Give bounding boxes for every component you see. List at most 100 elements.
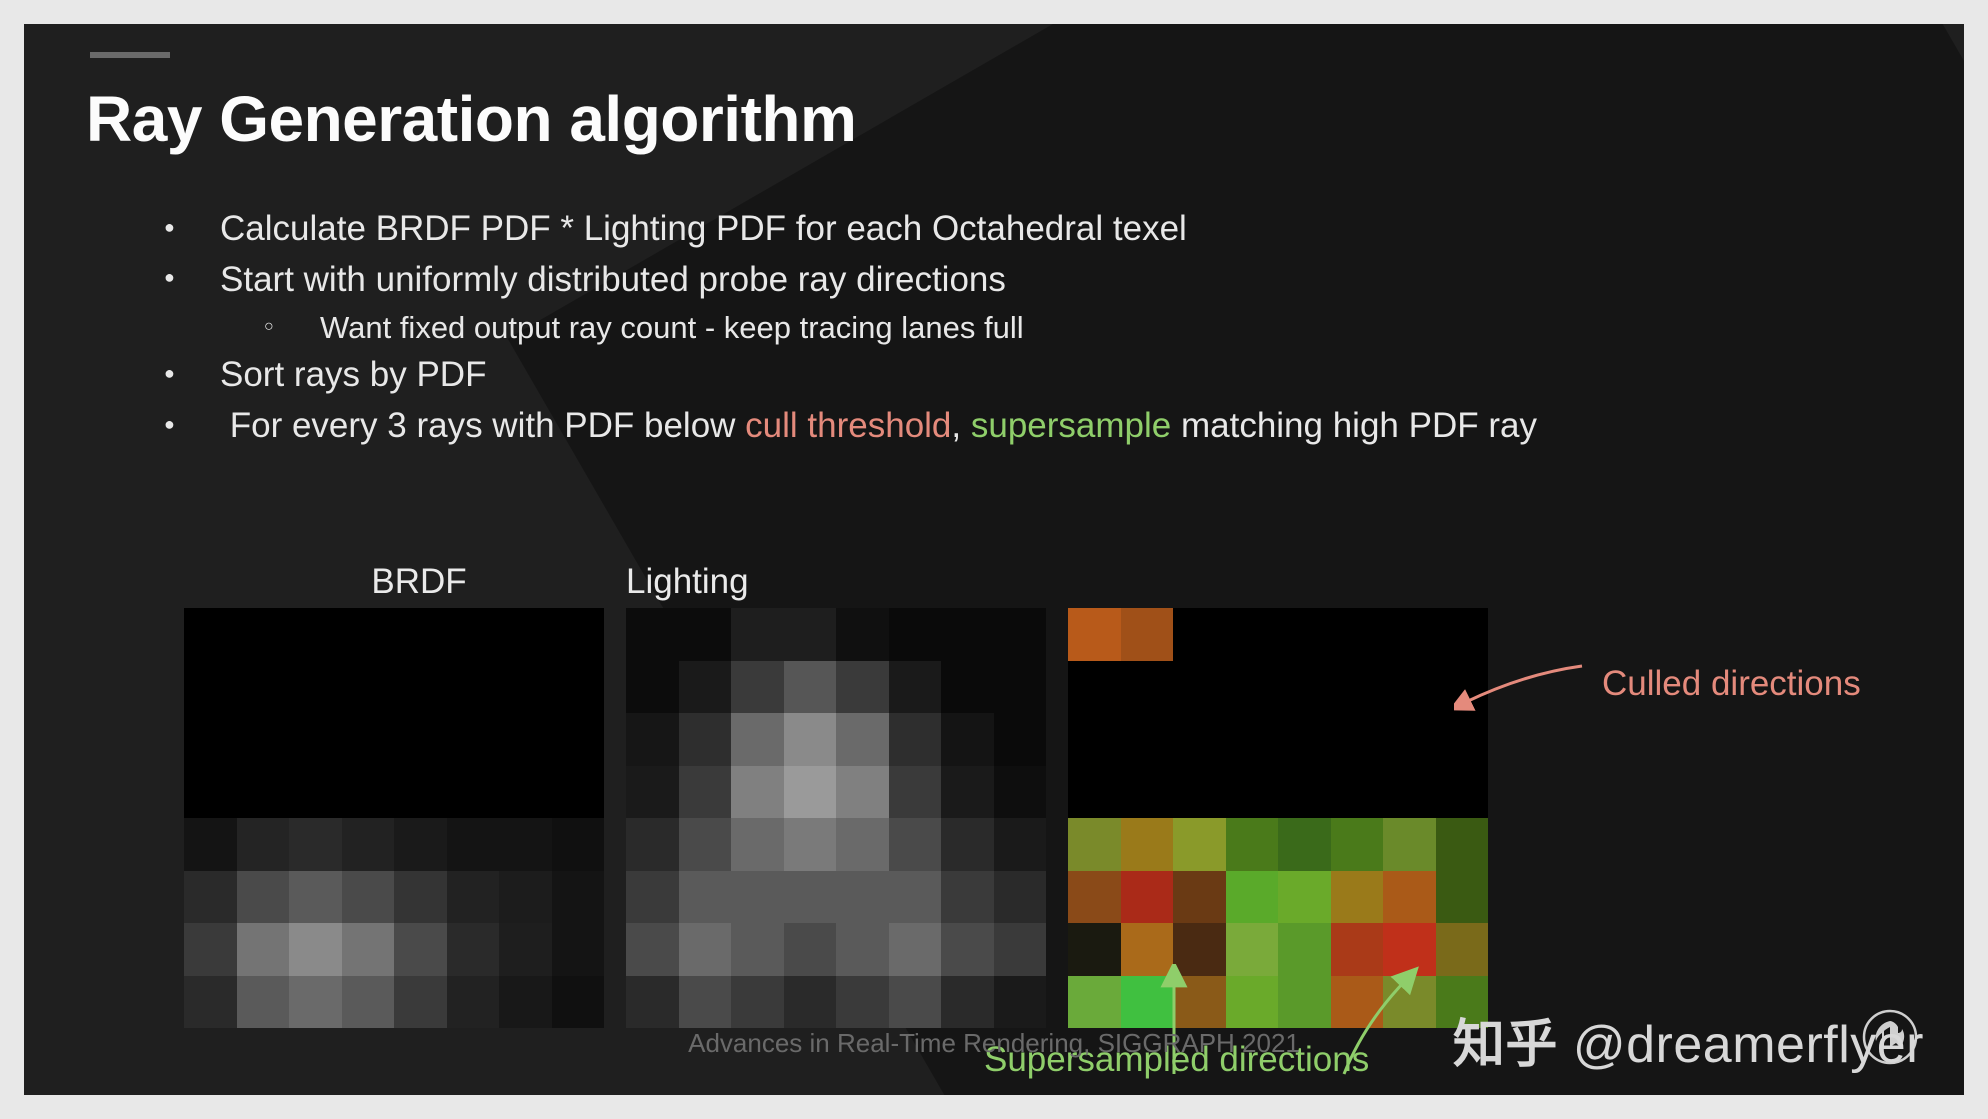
- pixel-cell: [237, 923, 290, 976]
- bullet-item: Calculate BRDF PDF * Lighting PDF for ea…: [164, 204, 1537, 255]
- pixel-cell: [237, 661, 290, 714]
- pixel-cell: [237, 976, 290, 1029]
- supersample-text: supersample: [971, 406, 1171, 445]
- result-panel: [1068, 554, 1488, 1028]
- pixel-cell: [1436, 818, 1489, 871]
- pixel-cell: [447, 713, 500, 766]
- bullet-text: For every 3 rays with PDF below: [230, 406, 745, 445]
- pixel-cell: [394, 818, 447, 871]
- pixel-cell: [1383, 818, 1436, 871]
- pixel-cell: [941, 661, 994, 714]
- slide-title: Ray Generation algorithm: [86, 82, 856, 156]
- pixel-cell: [237, 818, 290, 871]
- pixel-cell: [1331, 976, 1384, 1029]
- bullet-item: Sort rays by PDF: [164, 350, 1537, 401]
- pixel-cell: [994, 661, 1047, 714]
- pixel-cell: [784, 713, 837, 766]
- watermark-zhihu: 知乎: [1453, 1016, 1558, 1074]
- pixel-cell: [731, 976, 784, 1029]
- pixel-cell: [552, 608, 605, 661]
- culled-label: Culled directions: [1602, 664, 1861, 704]
- pixel-cell: [1173, 661, 1226, 714]
- pixel-cell: [626, 818, 679, 871]
- pixel-cell: [994, 713, 1047, 766]
- pixel-cell: [1121, 713, 1174, 766]
- pixel-cell: [1121, 661, 1174, 714]
- pixel-cell: [836, 976, 889, 1029]
- pixel-cell: [731, 713, 784, 766]
- bullet-list: Calculate BRDF PDF * Lighting PDF for ea…: [164, 204, 1537, 452]
- pixel-cell: [679, 766, 732, 819]
- pixel-cell: [889, 871, 942, 924]
- bullet-text: Start with uniformly distributed probe r…: [220, 260, 1006, 299]
- pixel-cell: [289, 661, 342, 714]
- pixel-cell: [784, 976, 837, 1029]
- pixel-cell: [499, 923, 552, 976]
- pixel-cell: [184, 713, 237, 766]
- pixel-cell: [237, 608, 290, 661]
- pixel-cell: [184, 871, 237, 924]
- pixel-cell: [499, 661, 552, 714]
- result-grid: [1068, 608, 1488, 1028]
- pixel-cell: [499, 766, 552, 819]
- pixel-cell: [941, 713, 994, 766]
- pixel-cell: [342, 923, 395, 976]
- pixel-cell: [784, 608, 837, 661]
- pixel-cell: [626, 871, 679, 924]
- pixel-cell: [552, 818, 605, 871]
- pixel-cell: [836, 608, 889, 661]
- bullet-item: For every 3 rays with PDF below cull thr…: [164, 401, 1537, 452]
- brdf-panel: BRDF: [184, 554, 604, 1028]
- lighting-grid: [626, 608, 1046, 1028]
- pixel-cell: [552, 871, 605, 924]
- pixel-cell: [1436, 608, 1489, 661]
- brdf-label: BRDF: [371, 554, 466, 602]
- pixel-cell: [1121, 608, 1174, 661]
- pixel-cell: [1331, 661, 1384, 714]
- bullet-text: ,: [951, 406, 970, 445]
- pixel-cell: [499, 871, 552, 924]
- pixel-cell: [447, 976, 500, 1029]
- pixel-cell: [1226, 766, 1279, 819]
- pixel-cell: [394, 608, 447, 661]
- pixel-cell: [394, 713, 447, 766]
- pixel-cell: [836, 713, 889, 766]
- culled-annotation: Culled directions: [1454, 654, 1861, 714]
- pixel-cell: [1383, 766, 1436, 819]
- pixel-cell: [731, 766, 784, 819]
- pixel-cell: [394, 766, 447, 819]
- pixel-cell: [1068, 608, 1121, 661]
- pixel-cell: [994, 608, 1047, 661]
- pixel-cell: [889, 976, 942, 1029]
- pixel-cell: [889, 661, 942, 714]
- pixel-cell: [731, 923, 784, 976]
- bullet-subitem: Want fixed output ray count - keep traci…: [264, 306, 1537, 351]
- bullet-text: Calculate BRDF PDF * Lighting PDF for ea…: [220, 209, 1187, 248]
- pixel-cell: [289, 923, 342, 976]
- pixel-cell: [1226, 871, 1279, 924]
- pixel-cell: [1331, 713, 1384, 766]
- pixel-cell: [1068, 871, 1121, 924]
- result-label-spacer: [1273, 554, 1283, 602]
- pixel-cell: [1436, 871, 1489, 924]
- pixel-cell: [289, 871, 342, 924]
- pixel-cell: [1173, 766, 1226, 819]
- pixel-cell: [552, 976, 605, 1029]
- pixel-cell: [184, 661, 237, 714]
- pixel-cell: [889, 818, 942, 871]
- pixel-cell: [1331, 818, 1384, 871]
- pixel-cell: [394, 976, 447, 1029]
- pixel-cell: [1068, 713, 1121, 766]
- pixel-cell: [1068, 766, 1121, 819]
- pixel-cell: [1226, 818, 1279, 871]
- pixel-cell: [342, 766, 395, 819]
- pixel-cell: [1121, 818, 1174, 871]
- pixel-cell: [836, 766, 889, 819]
- pixel-cell: [499, 976, 552, 1029]
- lighting-label: Lighting: [626, 554, 749, 602]
- pixel-cell: [1278, 976, 1331, 1029]
- pixel-cell: [994, 923, 1047, 976]
- pixel-cell: [1278, 923, 1331, 976]
- pixel-cell: [941, 766, 994, 819]
- pixel-cell: [1121, 976, 1174, 1029]
